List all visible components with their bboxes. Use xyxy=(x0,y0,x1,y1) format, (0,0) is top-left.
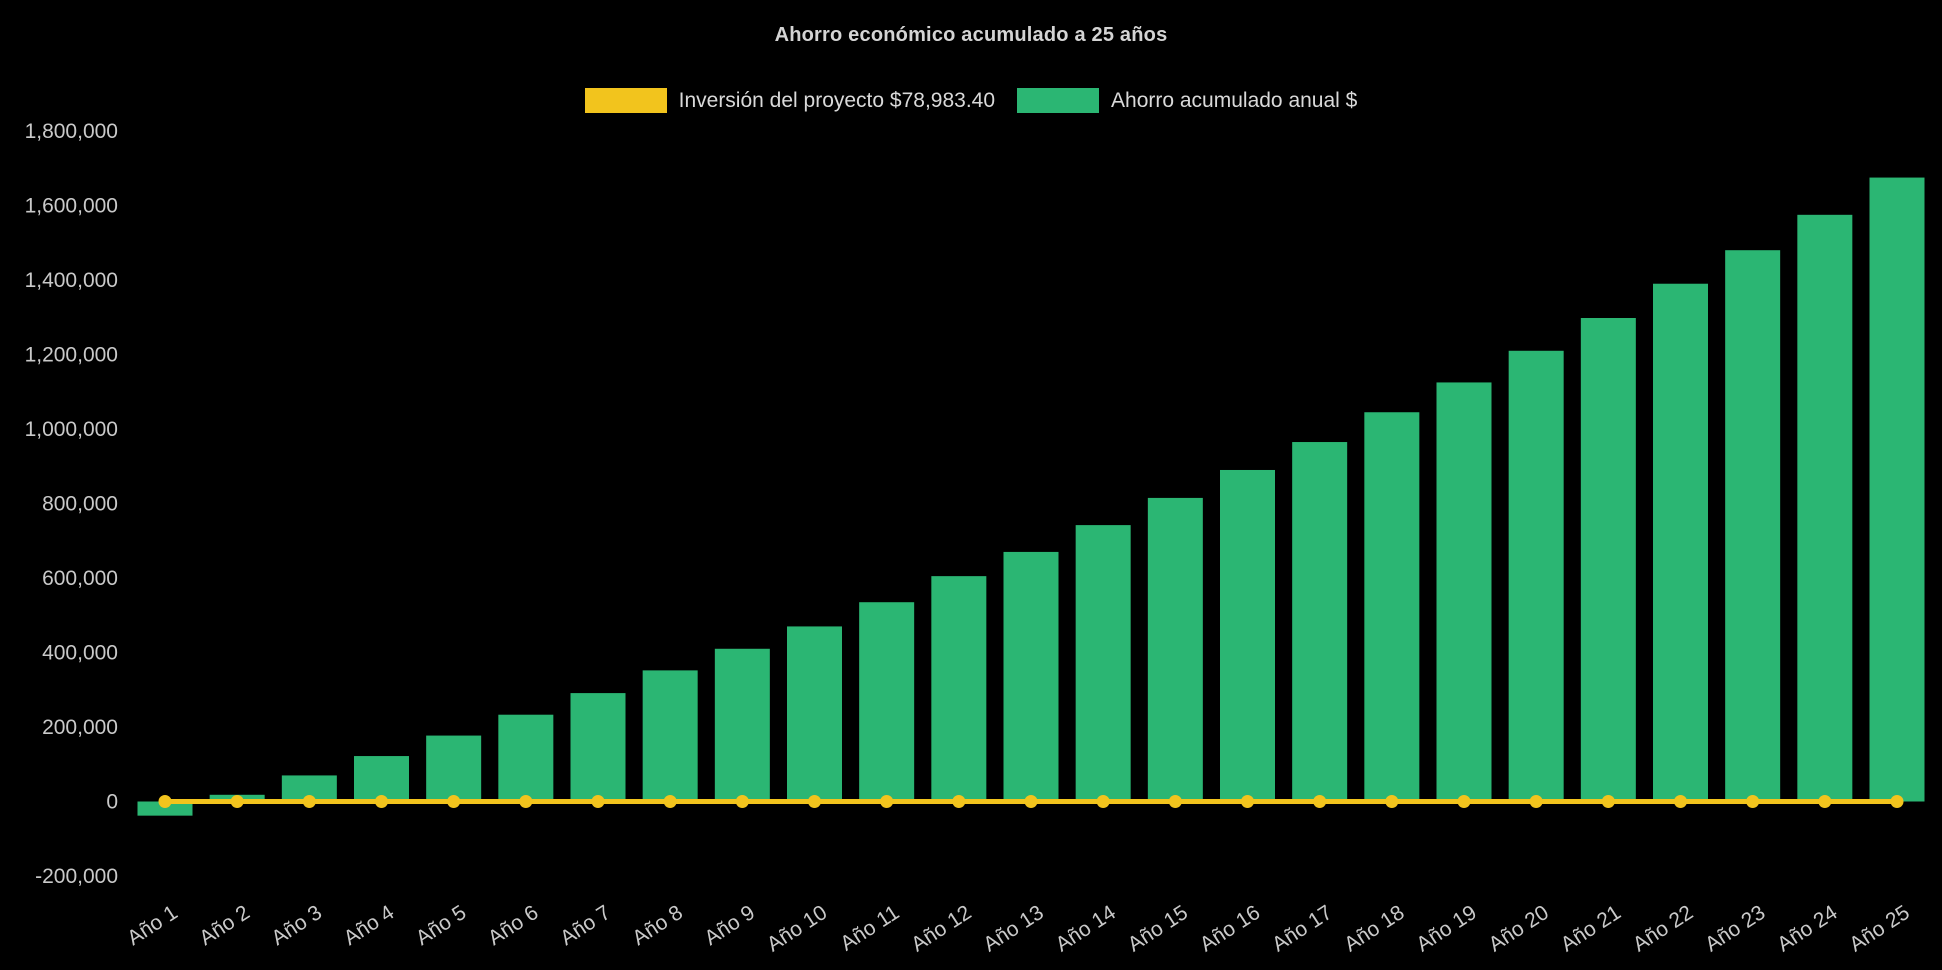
x-tick-label: Año 15 xyxy=(1124,901,1192,957)
x-tick-label: Año 18 xyxy=(1340,901,1408,957)
y-tick-label: 800,000 xyxy=(42,493,118,516)
y-tick-label: 1,400,000 xyxy=(25,269,118,292)
x-tick-label: Año 4 xyxy=(340,901,399,950)
x-tick-label: Año 11 xyxy=(836,901,903,956)
x-tick-label: Año 2 xyxy=(195,901,254,950)
investment-point[interactable] xyxy=(375,795,388,808)
investment-point[interactable] xyxy=(880,795,894,808)
bar-año-1[interactable] xyxy=(137,801,193,816)
bar-año-5[interactable] xyxy=(426,735,482,802)
investment-point[interactable] xyxy=(447,795,461,808)
x-tick-label: Año 12 xyxy=(907,901,975,957)
x-tick-label: Año 19 xyxy=(1412,901,1480,957)
bar-año-8[interactable] xyxy=(642,670,698,802)
investment-point[interactable] xyxy=(1674,795,1687,808)
bar-año-13[interactable] xyxy=(1003,551,1059,802)
investment-point[interactable] xyxy=(1746,795,1760,808)
y-tick-label: 200,000 xyxy=(42,716,118,739)
x-tick-label: Año 14 xyxy=(1052,901,1121,957)
investment-point[interactable] xyxy=(1818,795,1832,808)
x-tick-label: Año 25 xyxy=(1845,901,1913,957)
investment-point[interactable] xyxy=(1241,795,1254,808)
y-tick-label: 0 xyxy=(106,791,118,814)
bar-año-7[interactable] xyxy=(570,693,626,802)
bar-año-11[interactable] xyxy=(859,602,915,802)
investment-point[interactable] xyxy=(663,795,677,808)
bar-año-16[interactable] xyxy=(1220,469,1275,802)
investment-point[interactable] xyxy=(1385,795,1399,808)
investment-point[interactable] xyxy=(1890,795,1904,808)
y-tick-label: -200,000 xyxy=(35,865,118,888)
investment-point[interactable] xyxy=(952,795,966,808)
x-tick-label: Año 20 xyxy=(1485,901,1553,957)
x-tick-label: Año 3 xyxy=(267,901,326,950)
y-tick-label: 1,800,000 xyxy=(25,120,118,143)
investment-point[interactable] xyxy=(302,795,316,808)
y-tick-label: 1,200,000 xyxy=(25,344,118,367)
investment-point[interactable] xyxy=(1601,795,1615,808)
x-tick-label: Año 23 xyxy=(1701,901,1769,957)
bar-año-23[interactable] xyxy=(1725,250,1781,802)
x-tick-label: Año 7 xyxy=(556,901,615,950)
investment-point[interactable] xyxy=(808,795,821,808)
bar-año-19[interactable] xyxy=(1436,382,1492,802)
legend-item-investment[interactable]: Inversión del proyecto $78,983.40 xyxy=(584,88,996,113)
x-tick-label: Año 10 xyxy=(763,901,831,957)
investment-point[interactable] xyxy=(158,795,172,808)
bar-año-9[interactable] xyxy=(714,648,770,802)
investment-point[interactable] xyxy=(519,795,533,808)
investment-point[interactable] xyxy=(230,795,244,808)
x-tick-label: Año 9 xyxy=(700,901,759,950)
chart-title: Ahorro económico acumulado a 25 años xyxy=(774,24,1168,46)
y-tick-label: 600,000 xyxy=(42,567,118,590)
x-tick-label: Año 5 xyxy=(412,901,471,950)
investment-point[interactable] xyxy=(1529,795,1543,808)
x-tick-label: Año 13 xyxy=(979,901,1047,957)
bar-año-21[interactable] xyxy=(1580,317,1636,802)
legend-item-savings[interactable]: Ahorro acumulado anual $ xyxy=(1017,88,1357,113)
bar-año-22[interactable] xyxy=(1653,283,1708,802)
y-tick-label: 1,600,000 xyxy=(25,195,118,218)
bar-año-10[interactable] xyxy=(787,626,842,802)
bar-año-14[interactable] xyxy=(1075,525,1131,802)
x-tick-label: Año 8 xyxy=(628,901,687,950)
x-tick-label: Año 1 xyxy=(123,901,182,950)
investment-point[interactable] xyxy=(1457,795,1471,808)
investment-point[interactable] xyxy=(1168,795,1182,808)
bar-año-24[interactable] xyxy=(1797,214,1853,802)
investment-point[interactable] xyxy=(591,795,605,808)
x-tick-label: Año 16 xyxy=(1196,901,1264,957)
bar-año-4[interactable] xyxy=(354,756,409,802)
bar-año-17[interactable] xyxy=(1292,442,1348,802)
bar-año-12[interactable] xyxy=(931,576,987,802)
bar-año-25[interactable] xyxy=(1869,177,1925,802)
x-tick-label: Año 22 xyxy=(1629,901,1697,957)
bar-año-20[interactable] xyxy=(1508,350,1564,802)
legend-label-savings: Ahorro acumulado anual $ xyxy=(1111,88,1358,112)
legend-swatch-savings xyxy=(1017,88,1100,113)
y-tick-label: 1,000,000 xyxy=(25,418,118,441)
investment-point[interactable] xyxy=(1024,795,1038,808)
bar-año-18[interactable] xyxy=(1364,412,1420,802)
investment-point[interactable] xyxy=(1313,795,1327,808)
legend-label-investment: Inversión del proyecto $78,983.40 xyxy=(678,88,996,112)
x-tick-label: Año 21 xyxy=(1557,901,1625,957)
x-tick-label: Año 6 xyxy=(484,901,543,950)
legend: Inversión del proyecto $78,983.40 Ahorro… xyxy=(0,88,1942,113)
y-tick-label: 400,000 xyxy=(42,642,118,665)
x-tick-label: Año 17 xyxy=(1268,901,1336,957)
investment-point[interactable] xyxy=(735,795,749,808)
investment-point[interactable] xyxy=(1096,795,1110,808)
x-tick-label: Año 24 xyxy=(1773,901,1842,957)
legend-swatch-investment xyxy=(584,88,667,113)
bar-año-6[interactable] xyxy=(498,714,554,802)
bar-año-15[interactable] xyxy=(1147,497,1203,802)
